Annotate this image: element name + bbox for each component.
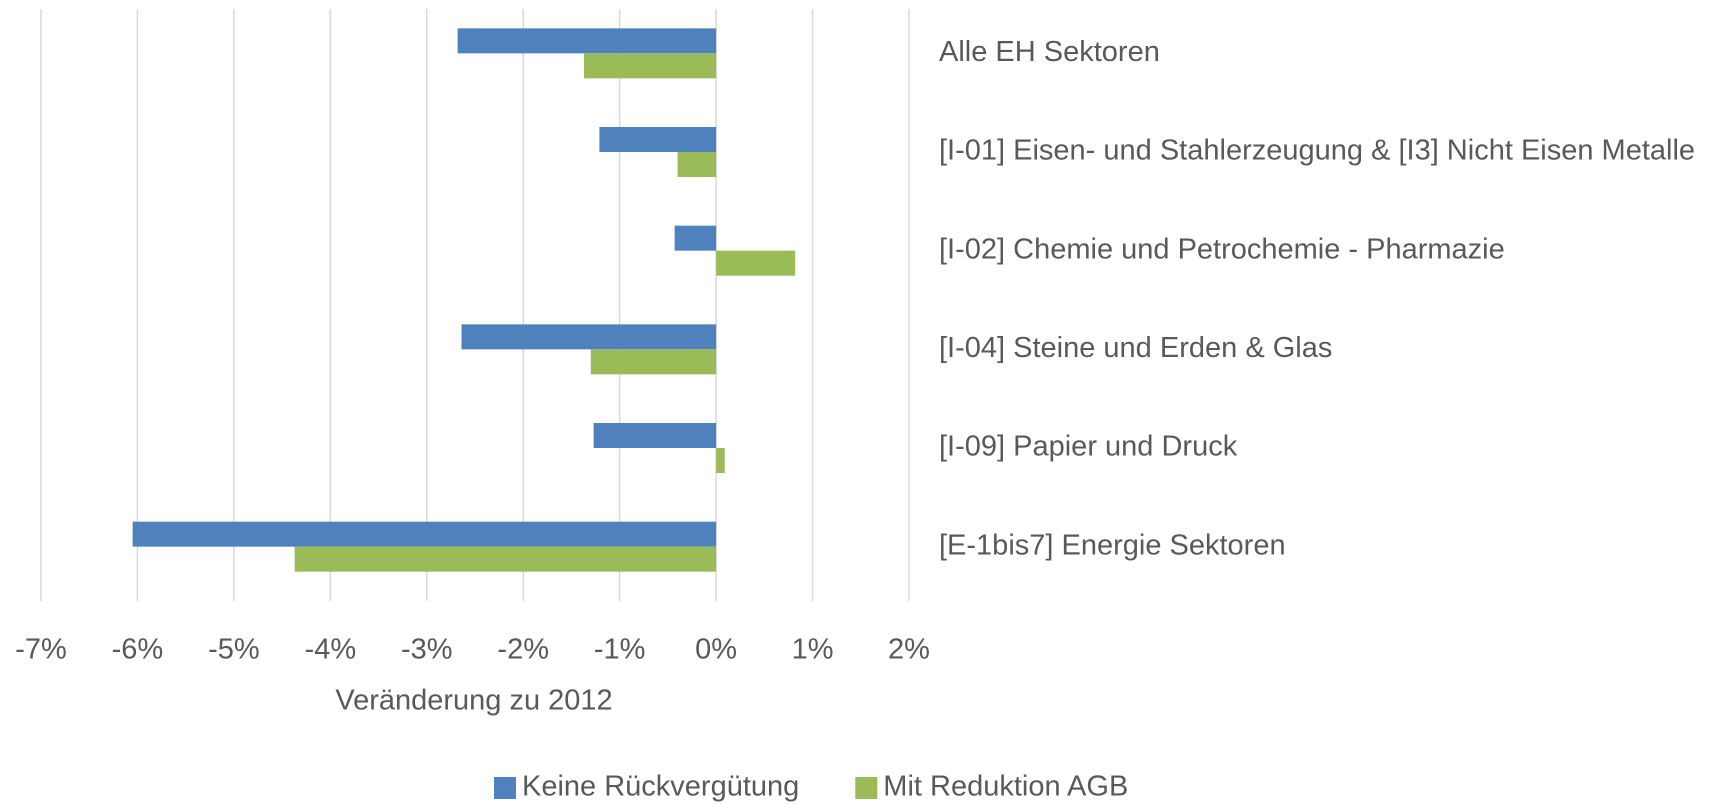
bar [716,250,796,276]
category-label: [I-01] Eisen- und Stahlerzeugung & [I3] … [939,135,1695,167]
x-tick-label: 1% [792,634,834,666]
x-axis-title: Veränderung zu 2012 [335,685,612,717]
bar [457,28,717,54]
bar [294,546,717,572]
bar [593,423,717,448]
legend-swatch [855,777,878,799]
bar [590,349,717,375]
category-label: [I-04] Steine und Erden & Glas [939,332,1332,364]
bar [716,448,725,473]
category-label: [I-09] Papier und Druck [939,431,1238,463]
x-tick-label: -3% [401,634,453,666]
x-tick-label: -7% [15,634,67,666]
legend-swatch [494,777,516,799]
bar [461,324,717,350]
bar [674,225,717,251]
x-tick-label: -2% [497,634,549,666]
x-tick-label: -4% [305,634,357,666]
bar [599,127,717,152]
category-label: [E-1bis7] Energie Sektoren [939,529,1286,561]
legend-label: Keine Rückvergütung [522,771,799,803]
x-tick-label: -6% [112,634,164,666]
category-label: [I-02] Chemie und Petrochemie - Pharmazi… [939,233,1505,265]
x-tick-label: -1% [594,634,646,666]
bar [583,53,717,79]
bar [132,521,717,547]
bar [677,152,717,177]
category-label: Alle EH Sektoren [939,36,1160,68]
x-tick-label: 0% [695,634,737,666]
x-tick-label: -5% [208,634,260,666]
x-tick-label: 2% [888,634,930,666]
legend-label: Mit Reduktion AGB [883,771,1128,803]
